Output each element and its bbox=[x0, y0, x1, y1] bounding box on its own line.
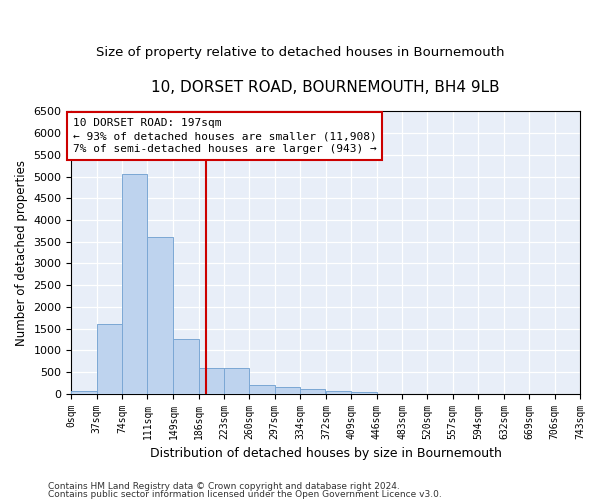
Bar bbox=[224, 368, 250, 394]
Bar bbox=[148, 238, 173, 394]
X-axis label: Distribution of detached houses by size in Bournemouth: Distribution of detached houses by size … bbox=[150, 447, 502, 460]
Bar bbox=[71, 391, 97, 394]
Text: Contains public sector information licensed under the Open Government Licence v3: Contains public sector information licen… bbox=[48, 490, 442, 499]
Bar bbox=[122, 174, 148, 394]
Y-axis label: Number of detached properties: Number of detached properties bbox=[15, 160, 28, 346]
Bar bbox=[199, 368, 224, 394]
Bar bbox=[173, 340, 199, 394]
Text: Contains HM Land Registry data © Crown copyright and database right 2024.: Contains HM Land Registry data © Crown c… bbox=[48, 482, 400, 491]
Bar bbox=[326, 390, 352, 394]
Bar bbox=[352, 392, 377, 394]
Bar bbox=[300, 390, 325, 394]
Title: 10, DORSET ROAD, BOURNEMOUTH, BH4 9LB: 10, DORSET ROAD, BOURNEMOUTH, BH4 9LB bbox=[151, 80, 500, 95]
Text: 10 DORSET ROAD: 197sqm
← 93% of detached houses are smaller (11,908)
7% of semi-: 10 DORSET ROAD: 197sqm ← 93% of detached… bbox=[73, 118, 377, 154]
Bar bbox=[97, 324, 122, 394]
Text: Size of property relative to detached houses in Bournemouth: Size of property relative to detached ho… bbox=[96, 46, 504, 59]
Bar bbox=[250, 385, 275, 394]
Bar bbox=[275, 386, 300, 394]
